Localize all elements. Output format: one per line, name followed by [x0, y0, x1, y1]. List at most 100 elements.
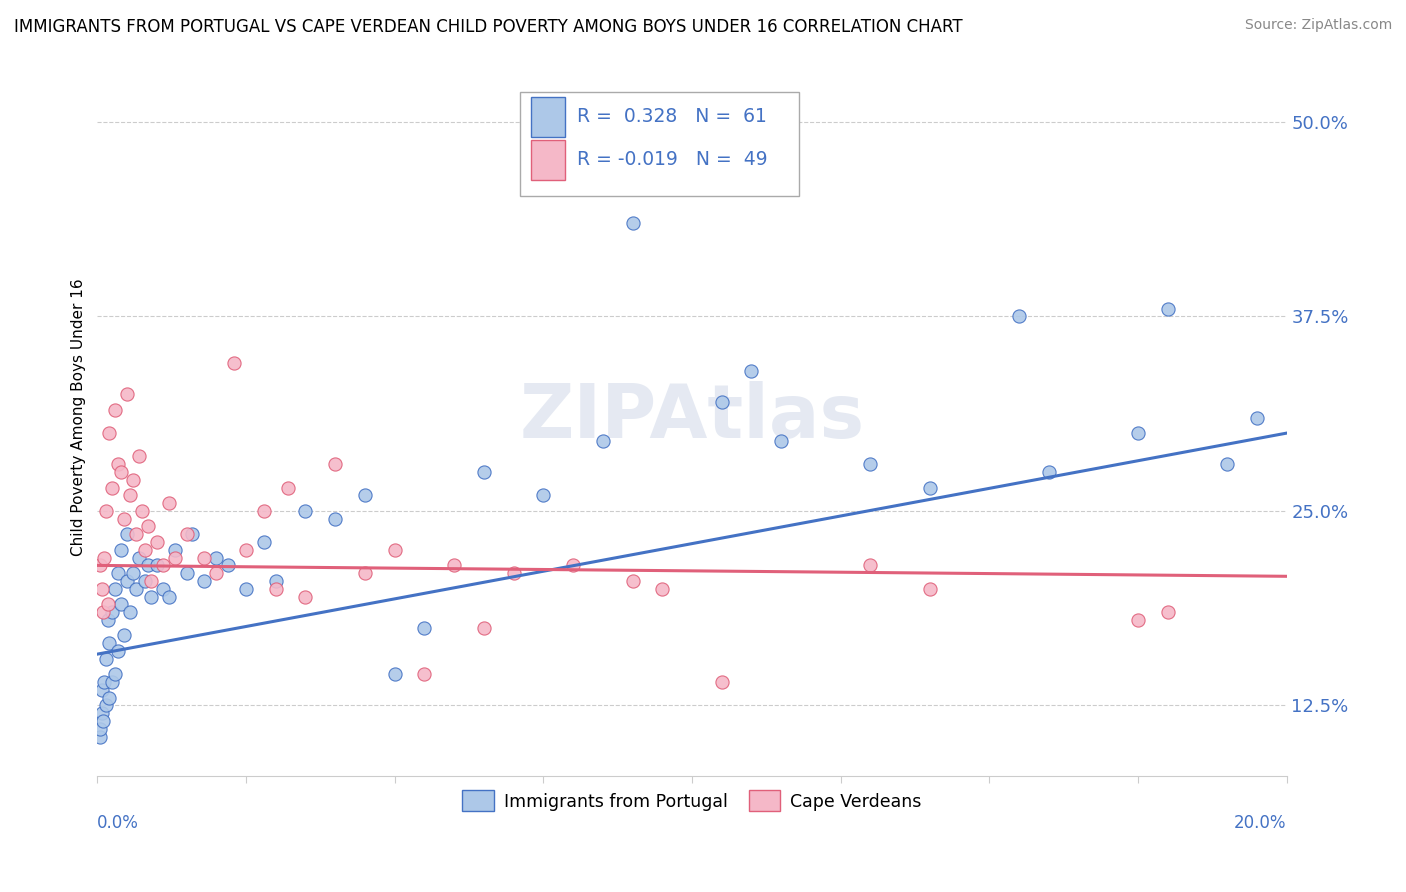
Point: [1126, 426, 1149, 441]
Point: [193, 574, 215, 588]
Point: [91, 682, 114, 697]
Point: [176, 566, 198, 581]
Point: [101, 481, 124, 495]
Point: [90, 582, 112, 596]
Point: [502, 566, 524, 581]
Point: [120, 605, 142, 619]
Point: [139, 590, 162, 604]
Point: [217, 558, 239, 573]
Point: [134, 574, 156, 588]
Point: [592, 434, 614, 448]
Point: [205, 566, 228, 581]
Point: [531, 488, 554, 502]
Point: [413, 621, 436, 635]
Point: [139, 574, 162, 588]
Point: [125, 527, 148, 541]
Point: [651, 582, 673, 596]
Point: [136, 519, 159, 533]
Point: [112, 628, 135, 642]
Point: [93, 675, 115, 690]
Point: [98, 636, 121, 650]
Point: [354, 566, 377, 581]
Point: [1156, 605, 1178, 619]
Point: [384, 667, 406, 681]
Point: [146, 535, 169, 549]
Point: [110, 465, 132, 479]
Point: [163, 542, 186, 557]
Point: [115, 574, 138, 588]
Point: [157, 496, 180, 510]
Point: [235, 582, 257, 596]
Point: [224, 356, 246, 370]
Point: [107, 644, 129, 658]
Point: [710, 395, 733, 409]
Bar: [531, 97, 565, 136]
Point: [89, 730, 111, 744]
Bar: [531, 140, 565, 179]
Point: [96, 652, 118, 666]
Point: [90, 706, 112, 721]
Point: [89, 722, 111, 736]
Point: [205, 550, 228, 565]
Point: [107, 566, 129, 581]
Point: [104, 667, 127, 681]
Point: [264, 582, 287, 596]
Point: [96, 504, 118, 518]
Point: [859, 457, 882, 471]
Point: [134, 542, 156, 557]
Point: [104, 582, 127, 596]
Point: [97, 613, 120, 627]
Point: [115, 527, 138, 541]
Y-axis label: Child Poverty Among Boys Under 16: Child Poverty Among Boys Under 16: [72, 278, 86, 557]
Point: [122, 566, 145, 581]
Point: [93, 550, 115, 565]
Point: [918, 481, 941, 495]
Point: [1126, 613, 1149, 627]
Point: [1156, 301, 1178, 316]
Legend: Immigrants from Portugal, Cape Verdeans: Immigrants from Portugal, Cape Verdeans: [456, 783, 928, 818]
Point: [97, 597, 120, 611]
Point: [740, 364, 762, 378]
Point: [98, 690, 121, 705]
Point: [253, 535, 276, 549]
Point: [443, 558, 465, 573]
Text: 0.0%: 0.0%: [97, 814, 139, 832]
Text: 20.0%: 20.0%: [1234, 814, 1286, 832]
Point: [181, 527, 204, 541]
Point: [621, 574, 644, 588]
Point: [193, 550, 215, 565]
Point: [621, 216, 644, 230]
Point: [96, 698, 118, 713]
Point: [384, 542, 406, 557]
Point: [472, 465, 495, 479]
Text: R = -0.019   N =  49: R = -0.019 N = 49: [576, 151, 768, 169]
Point: [101, 675, 124, 690]
Point: [152, 582, 174, 596]
Text: R =  0.328   N =  61: R = 0.328 N = 61: [576, 107, 766, 127]
Text: IMMIGRANTS FROM PORTUGAL VS CAPE VERDEAN CHILD POVERTY AMONG BOYS UNDER 16 CORRE: IMMIGRANTS FROM PORTUGAL VS CAPE VERDEAN…: [14, 18, 963, 36]
Point: [294, 590, 316, 604]
Point: [128, 550, 150, 565]
Point: [89, 558, 111, 573]
Point: [91, 605, 114, 619]
Point: [770, 434, 793, 448]
Point: [146, 558, 169, 573]
Point: [235, 542, 257, 557]
Point: [1216, 457, 1239, 471]
Point: [128, 450, 150, 464]
Point: [323, 457, 346, 471]
Point: [115, 387, 138, 401]
Point: [136, 558, 159, 573]
Point: [294, 504, 316, 518]
Point: [1008, 310, 1031, 324]
Point: [1038, 465, 1060, 479]
Point: [1246, 410, 1268, 425]
Point: [264, 574, 287, 588]
Point: [110, 597, 132, 611]
FancyBboxPatch shape: [520, 92, 799, 195]
Point: [562, 558, 585, 573]
Point: [163, 550, 186, 565]
Point: [253, 504, 276, 518]
Point: [110, 542, 132, 557]
Point: [710, 675, 733, 690]
